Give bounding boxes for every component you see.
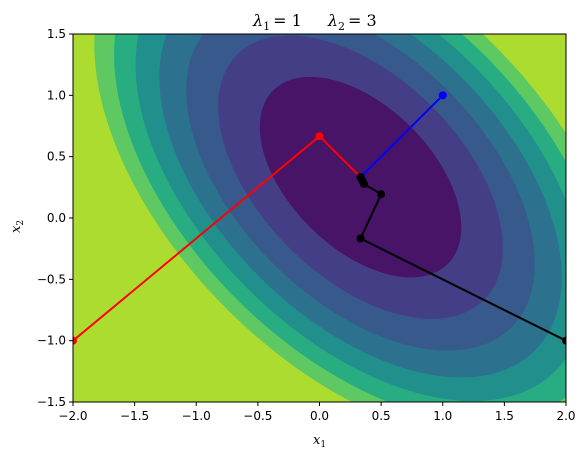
x-tick-label: 0.5 [372,409,391,423]
series-point [73,336,77,345]
series-line [359,94,444,178]
series-point [562,336,566,345]
y-axis-label-base: x [9,225,24,233]
x-axis-label-base: x [313,433,321,448]
svg-text:λ1= 1λ2= 3: λ1 = 1 λ2 = 3 [252,11,377,33]
y-tick-label: 0.5 [47,150,66,164]
svg-text:x1: x1 [313,433,326,450]
series-point [356,173,365,182]
y-tick-label: 0.0 [47,211,66,225]
title-lambda1-symbol: λ [252,11,263,30]
x-axis-label: x1 [313,433,326,450]
series-point [315,132,324,141]
x-tick-label: 0.0 [310,409,329,423]
title-lambda2-value: = 3 [348,11,377,30]
series-point [377,190,386,199]
title-lambda2-sub: 2 [338,20,345,33]
x-tick-label: −1.0 [182,409,211,423]
y-tick-label: −0.5 [37,272,66,286]
title-lambda1-sub: 1 [263,20,270,33]
title-lambda2-symbol: λ [327,11,338,30]
x-tick-label: −1.5 [120,409,149,423]
trajectory-lines [73,91,566,345]
chart-title: λ1 = 1 λ2 = 3 [252,11,377,33]
svg-text:x2: x2 [9,220,26,233]
x-tick-label: 1.0 [433,409,452,423]
x-tick-label: −0.5 [243,409,272,423]
series-point [356,234,365,243]
y-tick-label: −1.0 [37,334,66,348]
x-axis-ticks: −2.0 −1.5 −1.0 −0.5 0.0 0.5 1.0 1.5 2.0 [58,402,576,423]
y-tick-label: 1.0 [47,88,66,102]
y-tick-label: 1.5 [47,27,66,41]
series-point [438,91,447,100]
x-tick-label: −2.0 [58,409,87,423]
y-tick-label: −1.5 [37,395,66,409]
y-axis-label-sub: 2 [16,220,26,226]
x-axis-label-sub: 1 [320,440,326,450]
contour-fill [73,34,566,402]
y-axis-label: x2 [9,220,26,233]
x-tick-label: 1.5 [495,409,514,423]
title-lambda1-value: = 1 [273,11,302,30]
y-axis-ticks: −1.5 −1.0 −0.5 0.0 0.5 1.0 1.5 [37,27,73,409]
x-tick-label: 2.0 [556,409,575,423]
